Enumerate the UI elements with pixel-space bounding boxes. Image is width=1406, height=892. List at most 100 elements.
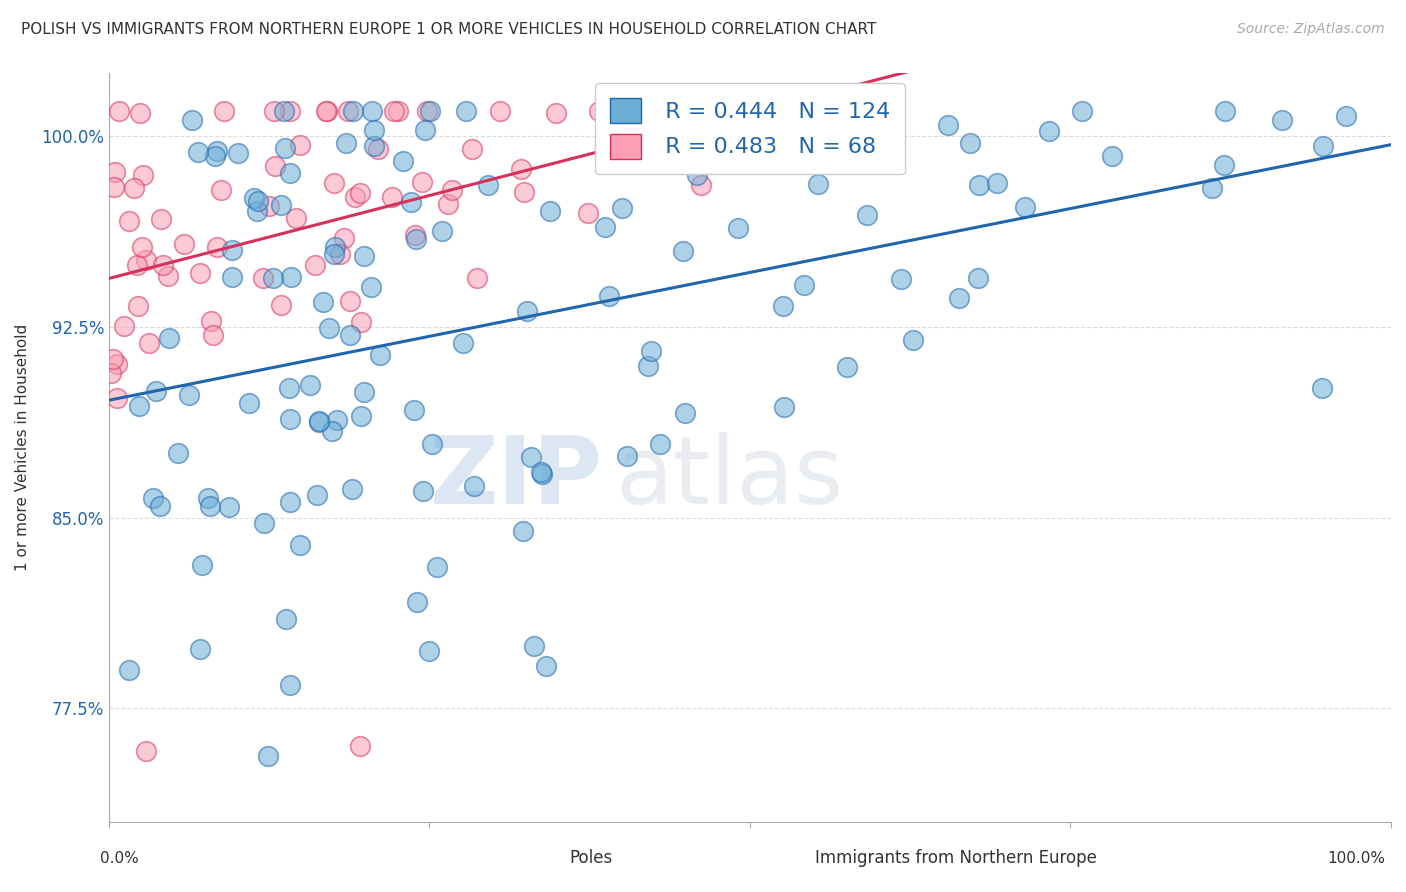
Point [807,178,830,192]
Point [315,104,337,119]
Point [404,403,426,417]
Point [270,197,292,211]
Point [727,220,749,235]
Point [323,240,346,254]
Point [270,298,292,312]
Point [855,208,877,222]
Point [772,299,794,313]
Point [107,357,129,371]
Point [173,237,195,252]
Point [637,359,659,374]
Point [127,298,149,312]
Point [321,424,343,438]
Point [353,384,375,399]
Point [441,183,464,197]
Point [617,104,640,119]
Point [150,212,173,227]
Point [363,123,385,137]
Point [278,412,301,426]
Point [1310,381,1333,395]
Point [280,495,302,509]
Point [593,220,616,235]
Point [135,253,157,268]
Point [339,327,361,342]
Point [226,146,249,161]
Point [299,378,322,392]
Point [105,392,128,406]
Point [1071,104,1094,119]
Point [290,538,312,552]
Point [387,104,409,119]
Point [538,204,561,219]
Point [187,145,209,159]
Point [142,491,165,506]
Point [748,147,770,161]
Point [274,612,297,626]
Point [278,104,301,119]
Point [323,176,346,190]
Text: Poles: Poles [569,849,612,867]
Point [311,294,333,309]
Point [436,197,458,211]
Point [430,224,453,238]
Text: 100.0%: 100.0% [1327,851,1386,865]
Point [426,559,449,574]
Point [131,240,153,254]
Point [405,232,427,246]
Point [412,483,434,498]
Point [381,190,404,204]
Point [221,243,243,257]
Point [202,327,225,342]
Point [252,271,274,285]
Point [188,266,211,280]
Point [512,524,534,538]
Point [221,270,243,285]
Point [238,396,260,410]
Point [451,336,474,351]
Point [246,203,269,218]
Point [936,118,959,132]
Point [278,381,301,395]
Point [263,104,285,119]
Point [197,491,219,505]
Point [339,294,361,309]
Point [640,344,662,359]
Point [367,142,389,156]
Point [290,138,312,153]
Point [262,271,284,285]
Point [510,161,533,176]
Point [477,178,499,193]
Point [285,211,308,225]
Point [360,280,382,294]
Point [420,437,443,451]
Text: 0.0%: 0.0% [100,851,139,865]
Point [103,179,125,194]
Point [205,239,228,253]
Point [129,105,152,120]
Point [349,186,371,201]
Point [191,558,214,572]
Point [901,333,924,347]
Point [349,739,371,754]
Point [200,313,222,327]
Point [544,106,567,120]
Point [280,270,302,285]
Point [209,183,232,197]
Point [264,159,287,173]
Point [304,258,326,272]
Point [598,289,620,303]
Point [658,104,681,119]
Point [689,178,711,192]
Point [274,140,297,154]
Point [278,166,301,180]
Point [118,663,141,677]
Text: ZIP: ZIP [430,432,603,524]
Point [831,104,853,119]
Point [101,351,124,366]
Point [835,360,858,375]
Point [401,195,423,210]
Point [986,177,1008,191]
Point [463,479,485,493]
Point [363,139,385,153]
Point [416,104,439,119]
